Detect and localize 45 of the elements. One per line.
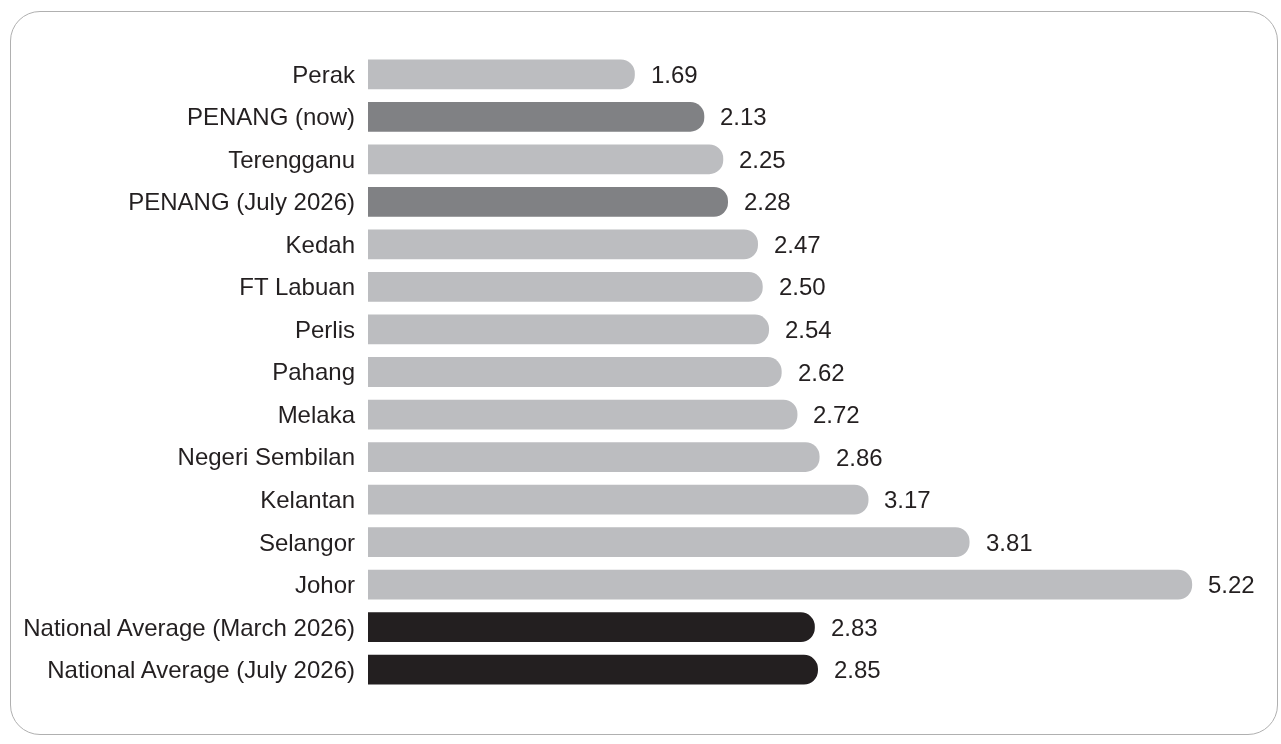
y-tick-label: Melaka — [277, 400, 356, 428]
bar — [368, 59, 635, 90]
data-label: 2.86 — [836, 444, 883, 471]
data-label: 2.47 — [774, 231, 821, 258]
bar — [368, 186, 728, 217]
y-tick-label: Perak — [292, 60, 356, 88]
bar — [368, 484, 869, 515]
y-tick-label: Kelantan — [260, 486, 355, 513]
y-tick-label: Selangor — [258, 528, 355, 556]
bar — [368, 399, 798, 430]
bar — [368, 101, 705, 132]
y-tick-label: PENANG (July 2026) — [128, 188, 355, 216]
y-tick-label: Kedah — [285, 230, 355, 258]
bar — [368, 314, 770, 345]
bar — [368, 144, 724, 175]
bar — [368, 654, 818, 685]
data-label: 2.72 — [813, 401, 860, 428]
y-tick-label: PENANG (now) — [186, 103, 355, 131]
data-label: 3.81 — [986, 529, 1033, 556]
y-tick-label: Pahang — [272, 358, 355, 386]
data-label: 2.25 — [739, 146, 786, 173]
y-tick-label: FT Labuan — [239, 273, 355, 301]
y-tick-label: National Average (July 2026) — [47, 656, 355, 684]
data-label: 1.69 — [651, 61, 698, 88]
bar — [368, 229, 758, 260]
bar — [368, 612, 815, 643]
data-label: 2.28 — [744, 188, 791, 215]
y-tick-label: National Average (March 2026) — [23, 613, 355, 641]
y-tick-label: Terengganu — [228, 145, 355, 173]
data-label: 3.17 — [884, 486, 931, 513]
data-label: 2.54 — [785, 316, 832, 343]
bar — [368, 527, 970, 558]
bar — [368, 357, 782, 387]
y-tick-label: Johor — [294, 571, 355, 599]
bar — [368, 442, 820, 472]
data-label: 2.50 — [779, 273, 826, 300]
bar — [368, 272, 763, 302]
data-label: 2.62 — [798, 359, 845, 386]
data-label: 2.13 — [720, 103, 767, 130]
data-label: 2.83 — [831, 614, 878, 641]
y-tick-label: Negeri Sembilan — [177, 443, 355, 471]
bar — [368, 569, 1193, 600]
data-label: 2.85 — [834, 656, 881, 683]
data-label: 5.22 — [1208, 571, 1255, 598]
y-tick-label: Perlis — [294, 315, 355, 343]
